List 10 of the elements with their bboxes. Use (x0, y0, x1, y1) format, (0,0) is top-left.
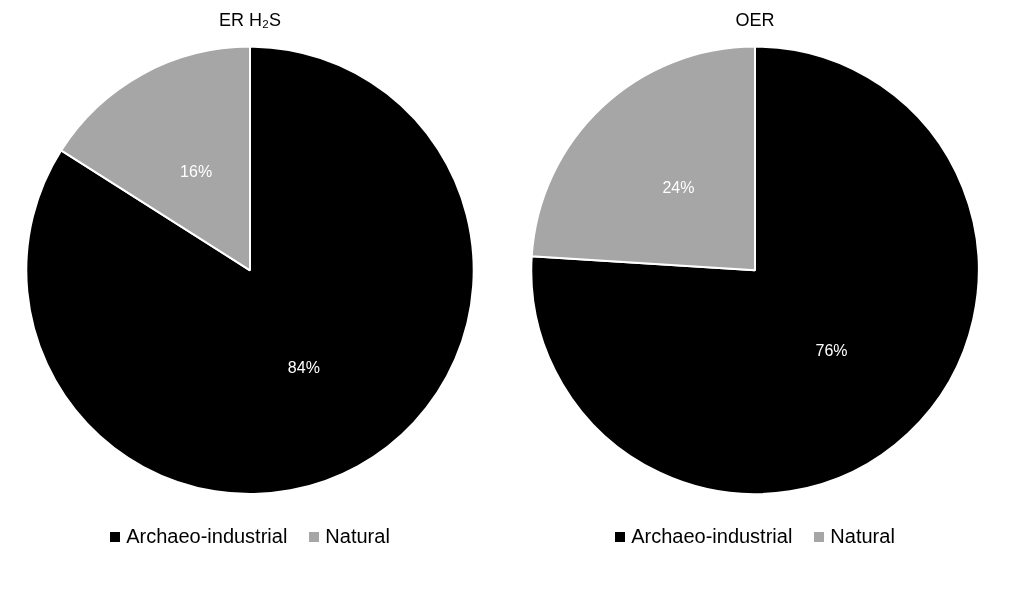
data-label: 84% (287, 358, 320, 376)
chart-title: ER H₂S (219, 9, 281, 30)
data-label: 24% (662, 179, 695, 197)
legend-label: Archaeo-industrial (631, 525, 793, 548)
legend-label: Natural (325, 525, 390, 548)
legend-label: Archaeo-industrial (126, 525, 288, 548)
data-label: 16% (180, 162, 213, 180)
data-label: 76% (815, 342, 848, 360)
legend-label: Natural (830, 525, 895, 548)
chart-title: OER (735, 9, 775, 30)
